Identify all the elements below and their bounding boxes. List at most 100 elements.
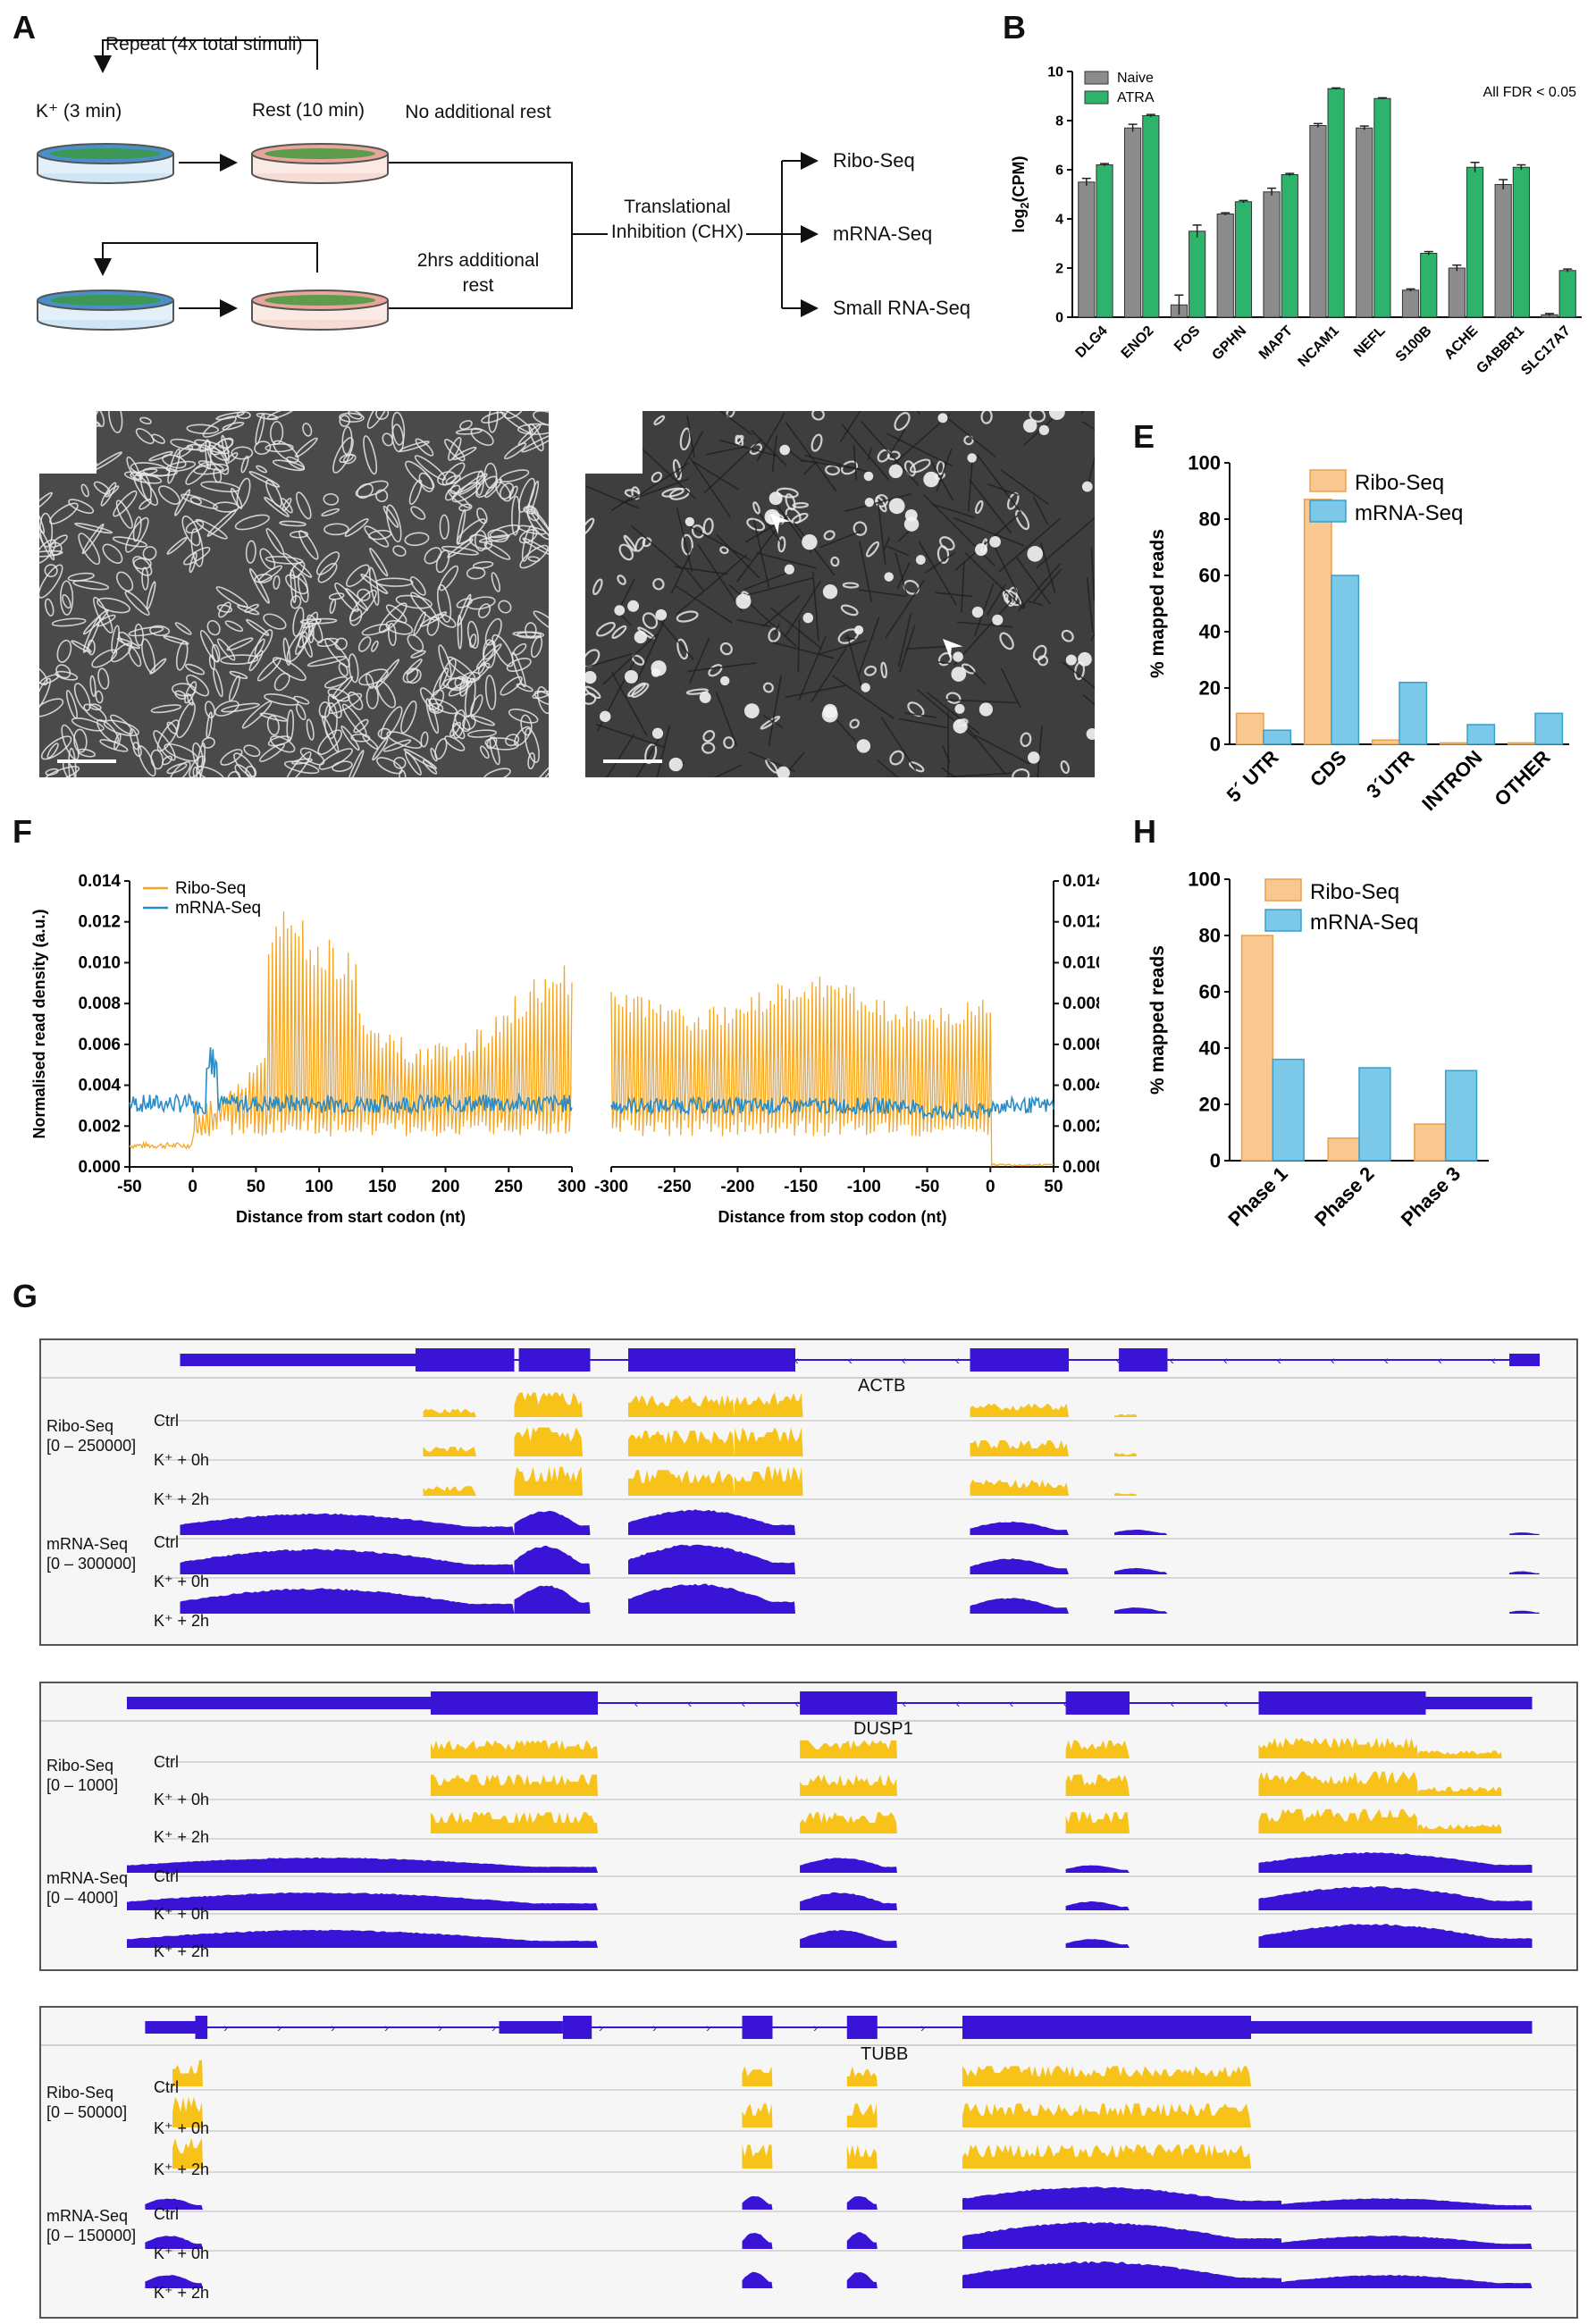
neurite bbox=[811, 572, 819, 642]
cell-body bbox=[125, 516, 149, 553]
cell-body bbox=[256, 465, 268, 474]
line-ribo-seq-start bbox=[129, 910, 573, 1150]
cell-body bbox=[517, 477, 536, 513]
cell-soma bbox=[1038, 424, 1050, 435]
cell-body bbox=[234, 764, 254, 777]
cell-body bbox=[141, 566, 149, 591]
mrna-coverage-track bbox=[180, 1548, 515, 1574]
ribo-coverage-track bbox=[172, 2137, 203, 2169]
mrna-coverage-track bbox=[846, 2232, 878, 2249]
strand-arrow-icon: ‹ bbox=[634, 1696, 639, 1710]
cell-body bbox=[533, 690, 549, 706]
cell-body bbox=[762, 682, 774, 693]
igv-tracks-tubb: ›››››››››››››››››››››››››› bbox=[41, 2016, 1576, 2288]
k-stim-label: K⁺ (3 min) bbox=[36, 101, 122, 122]
cell-body bbox=[273, 575, 281, 590]
cell-body bbox=[702, 730, 716, 743]
cell-soma bbox=[699, 692, 711, 704]
strand-arrow-icon: ‹ bbox=[1331, 1353, 1335, 1367]
cell-body bbox=[341, 425, 353, 456]
cell-soma bbox=[668, 757, 683, 772]
x-tick-label-phase-3: Phase 3 bbox=[1397, 1162, 1465, 1230]
cell-body bbox=[434, 738, 448, 760]
cell-body bbox=[139, 499, 152, 510]
legend-label-mrna-seq: mRNA-Seq bbox=[1355, 501, 1463, 525]
cell-body bbox=[585, 685, 601, 700]
cell-body bbox=[999, 632, 1014, 650]
cell-body bbox=[142, 546, 157, 561]
x-tick-label-mapt: MAPT bbox=[1256, 323, 1296, 363]
cell-body bbox=[348, 653, 359, 684]
bar-cds-ribo-seq bbox=[1303, 499, 1332, 745]
cell-body bbox=[489, 736, 500, 766]
cell-body bbox=[479, 745, 490, 759]
cell-body bbox=[642, 612, 659, 629]
x-tick-label-5-utr: 5´ UTR bbox=[1222, 746, 1283, 807]
x-tick-label: 50 bbox=[247, 1178, 265, 1196]
cell-body bbox=[849, 718, 860, 729]
ribo-coverage-track bbox=[1418, 1750, 1502, 1758]
cell-body bbox=[491, 572, 501, 592]
igv-block-actb: ‹‹‹‹‹‹‹‹‹‹‹‹‹‹‹‹‹‹‹‹‹‹‹‹‹ bbox=[39, 1338, 1578, 1646]
cell-body bbox=[468, 633, 477, 648]
cell-body bbox=[151, 433, 165, 444]
neurite bbox=[811, 647, 847, 702]
cell-body bbox=[68, 747, 77, 777]
cell-body bbox=[444, 439, 466, 462]
line-ribo-seq-stop bbox=[610, 976, 1054, 1168]
rest-label: Rest (10 min) bbox=[252, 100, 365, 121]
cell-body bbox=[132, 742, 142, 758]
neurite bbox=[772, 642, 835, 659]
mrna-coverage-track bbox=[962, 2221, 1281, 2249]
cell-soma bbox=[888, 464, 903, 479]
mrna-coverage-track bbox=[1065, 1865, 1130, 1873]
neurite bbox=[941, 767, 957, 777]
cell-body bbox=[488, 411, 499, 433]
cell-body bbox=[484, 737, 519, 751]
strand-arrow-icon: › bbox=[384, 2020, 389, 2035]
cell-body bbox=[39, 698, 64, 717]
cell-body bbox=[332, 437, 354, 474]
exon-block bbox=[562, 2016, 592, 2039]
cell-body bbox=[419, 611, 448, 627]
cell-soma bbox=[864, 497, 875, 508]
cell-body bbox=[186, 692, 194, 706]
neurite bbox=[831, 675, 895, 719]
neurite bbox=[781, 751, 805, 777]
cell-body bbox=[347, 750, 365, 777]
mrna-coverage-track bbox=[628, 1583, 795, 1614]
panel-label-f: F bbox=[13, 813, 32, 850]
cell-body bbox=[792, 501, 810, 508]
dish-icon bbox=[37, 143, 174, 184]
igv-block-tubb: ›››››››››››››››››››››››››› bbox=[39, 2006, 1578, 2319]
x-tick-label-nefl: NEFL bbox=[1351, 323, 1389, 361]
neurite bbox=[859, 541, 873, 603]
cell-body bbox=[719, 642, 733, 656]
cell-soma bbox=[937, 413, 948, 424]
ribo-coverage-track bbox=[514, 1392, 583, 1417]
cell-body bbox=[285, 751, 312, 777]
y-tick-label: 4 bbox=[1055, 213, 1063, 228]
cell-body bbox=[270, 420, 284, 445]
ribo-coverage-track bbox=[846, 2103, 878, 2127]
cell-body bbox=[592, 578, 603, 596]
cell-body bbox=[1060, 759, 1071, 775]
cell-body bbox=[521, 524, 534, 562]
cell-body bbox=[164, 743, 198, 762]
cell-body bbox=[97, 597, 130, 614]
cell-body bbox=[163, 635, 189, 645]
cell-body bbox=[475, 475, 499, 499]
cell-soma bbox=[599, 710, 611, 723]
cell-body bbox=[514, 726, 532, 747]
bar-nefl-naive bbox=[1356, 127, 1373, 318]
neurite bbox=[1081, 421, 1095, 431]
cell-body bbox=[382, 506, 399, 528]
cell-body bbox=[484, 478, 502, 499]
neurite bbox=[1062, 661, 1095, 689]
neurite bbox=[716, 534, 760, 579]
cell-body bbox=[382, 739, 412, 752]
cell-body bbox=[88, 703, 102, 711]
cell-soma bbox=[979, 702, 993, 717]
cell-body bbox=[258, 743, 285, 762]
cell-body bbox=[634, 536, 646, 552]
